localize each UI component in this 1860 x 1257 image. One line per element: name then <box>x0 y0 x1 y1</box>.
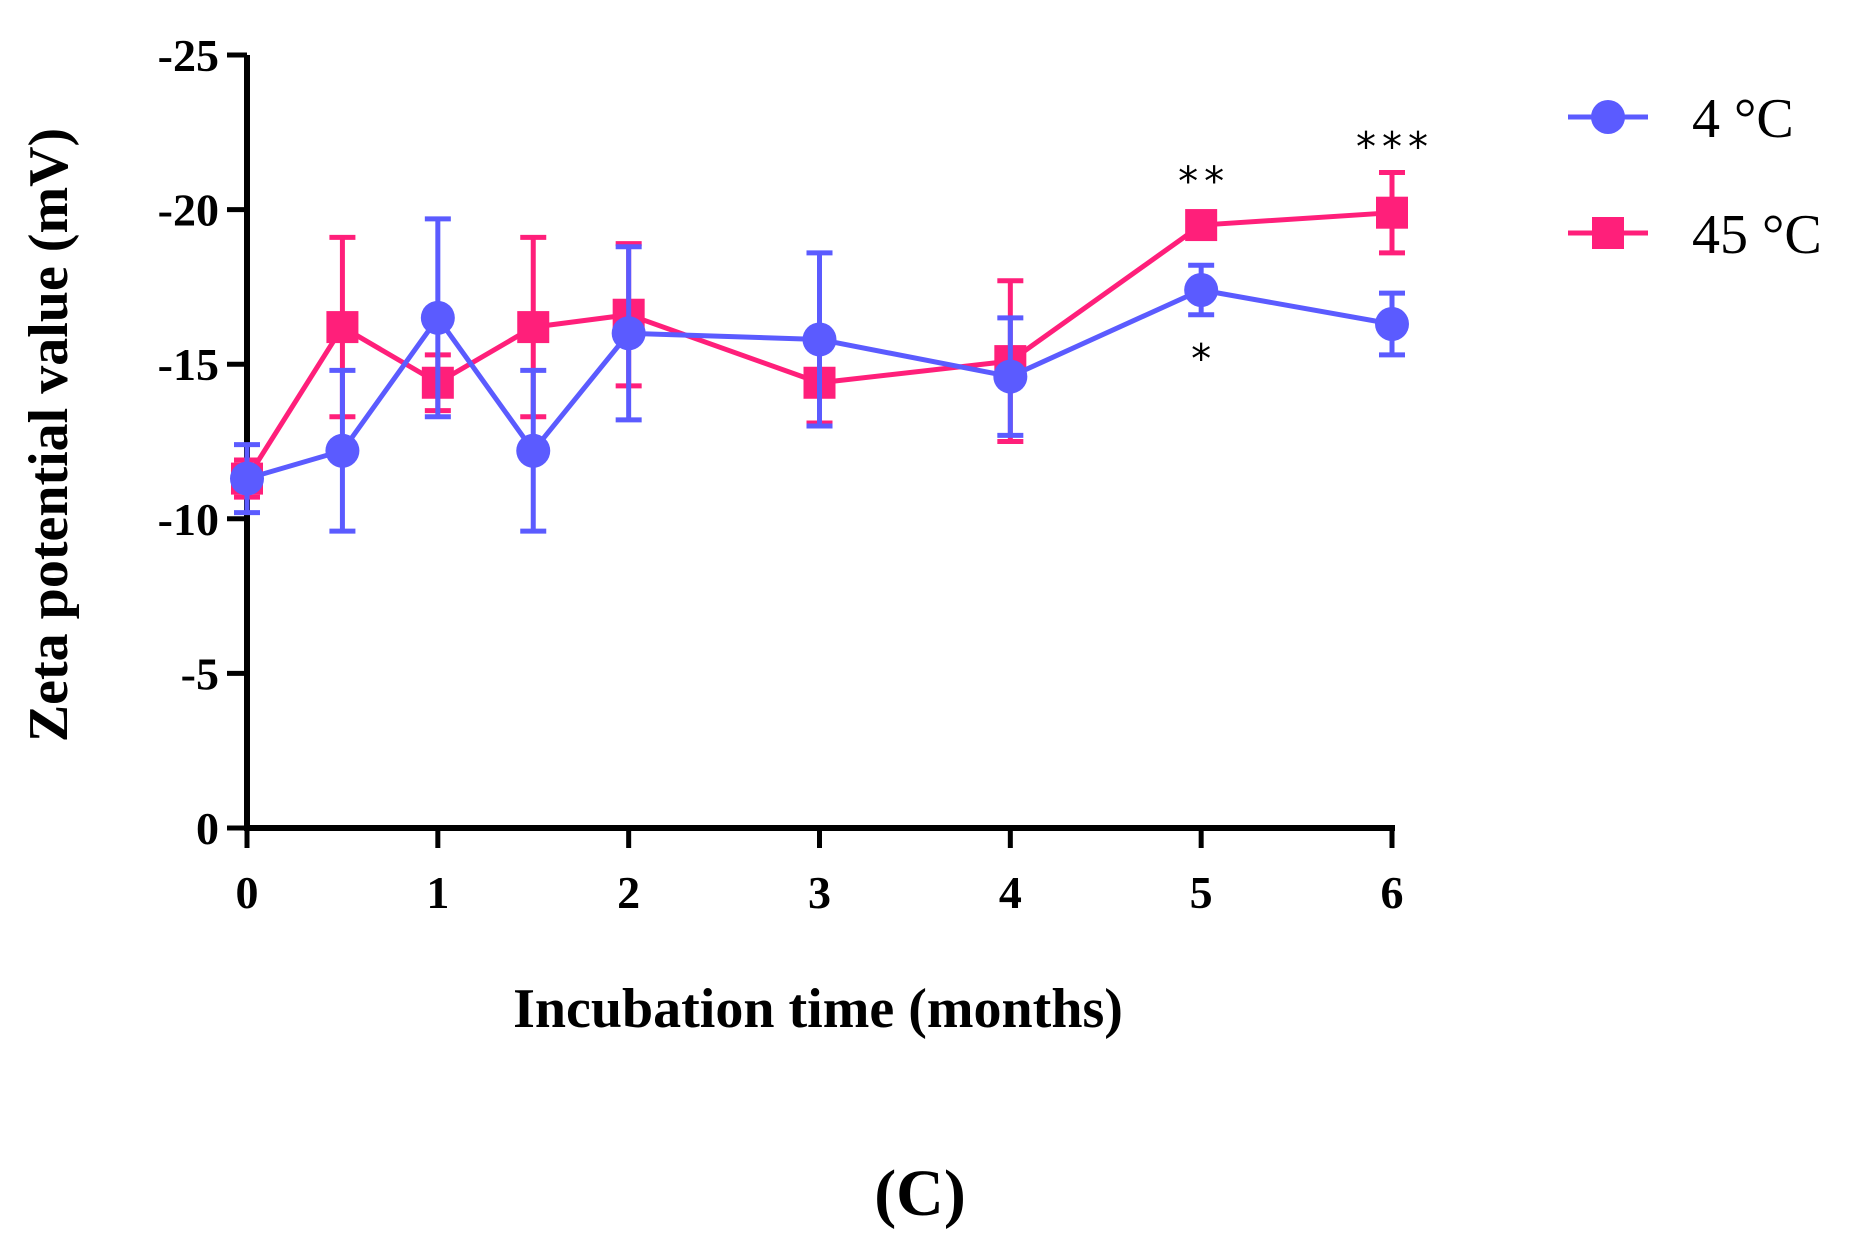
y-tick-label: 0 <box>196 803 219 854</box>
y-tick-label: -20 <box>158 185 219 236</box>
x-tick-label: 3 <box>808 867 831 918</box>
x-tick-label: 4 <box>999 867 1022 918</box>
legend-item-4c: 4 °C <box>1568 88 1794 150</box>
legend-marker <box>1592 217 1624 249</box>
y-tick-label: -5 <box>181 648 219 699</box>
y-axis-title: Zeta potential value (mV) <box>18 128 80 742</box>
data-point <box>1184 272 1219 307</box>
legend-marker <box>1591 100 1625 134</box>
data-point <box>230 461 264 496</box>
x-tick-label: 6 <box>1381 867 1404 918</box>
series-layer <box>230 169 1409 534</box>
legend: 4 °C 45 °C <box>1568 88 1822 266</box>
legend-item-45c: 45 °C <box>1568 204 1822 266</box>
data-point <box>993 359 1028 394</box>
significance-annotation: ** <box>1178 159 1230 205</box>
data-point <box>1185 209 1218 242</box>
x-tick-label: 1 <box>426 867 449 918</box>
x-tick-label: 5 <box>1190 867 1213 918</box>
data-point <box>326 311 359 344</box>
significance-annotation: * <box>1191 337 1217 383</box>
x-tick-label: 2 <box>617 867 640 918</box>
data-point <box>1376 196 1408 229</box>
y-tick-label: -15 <box>158 339 219 390</box>
series-4c <box>230 216 1409 534</box>
data-point <box>517 311 550 344</box>
data-point <box>516 433 551 468</box>
data-point <box>325 433 360 468</box>
significance-annotation: *** <box>1356 124 1434 170</box>
y-tick-label: -25 <box>158 30 219 81</box>
panel-label: (C) <box>874 1157 966 1230</box>
y-tick-label: -10 <box>158 494 219 545</box>
legend-label: 45 °C <box>1692 204 1822 266</box>
annotations: ****** <box>1178 124 1434 383</box>
legend-label: 4 °C <box>1692 88 1794 150</box>
x-axis-title: Incubation time (months) <box>513 978 1123 1040</box>
axis-ticks: 0 -5 -10 -15 -20 -25 0 1 2 3 4 5 6 <box>158 30 1404 918</box>
data-point <box>1375 307 1409 342</box>
data-point <box>611 316 646 351</box>
data-point <box>420 300 455 335</box>
data-point <box>802 322 837 357</box>
x-tick-label: 0 <box>236 867 259 918</box>
